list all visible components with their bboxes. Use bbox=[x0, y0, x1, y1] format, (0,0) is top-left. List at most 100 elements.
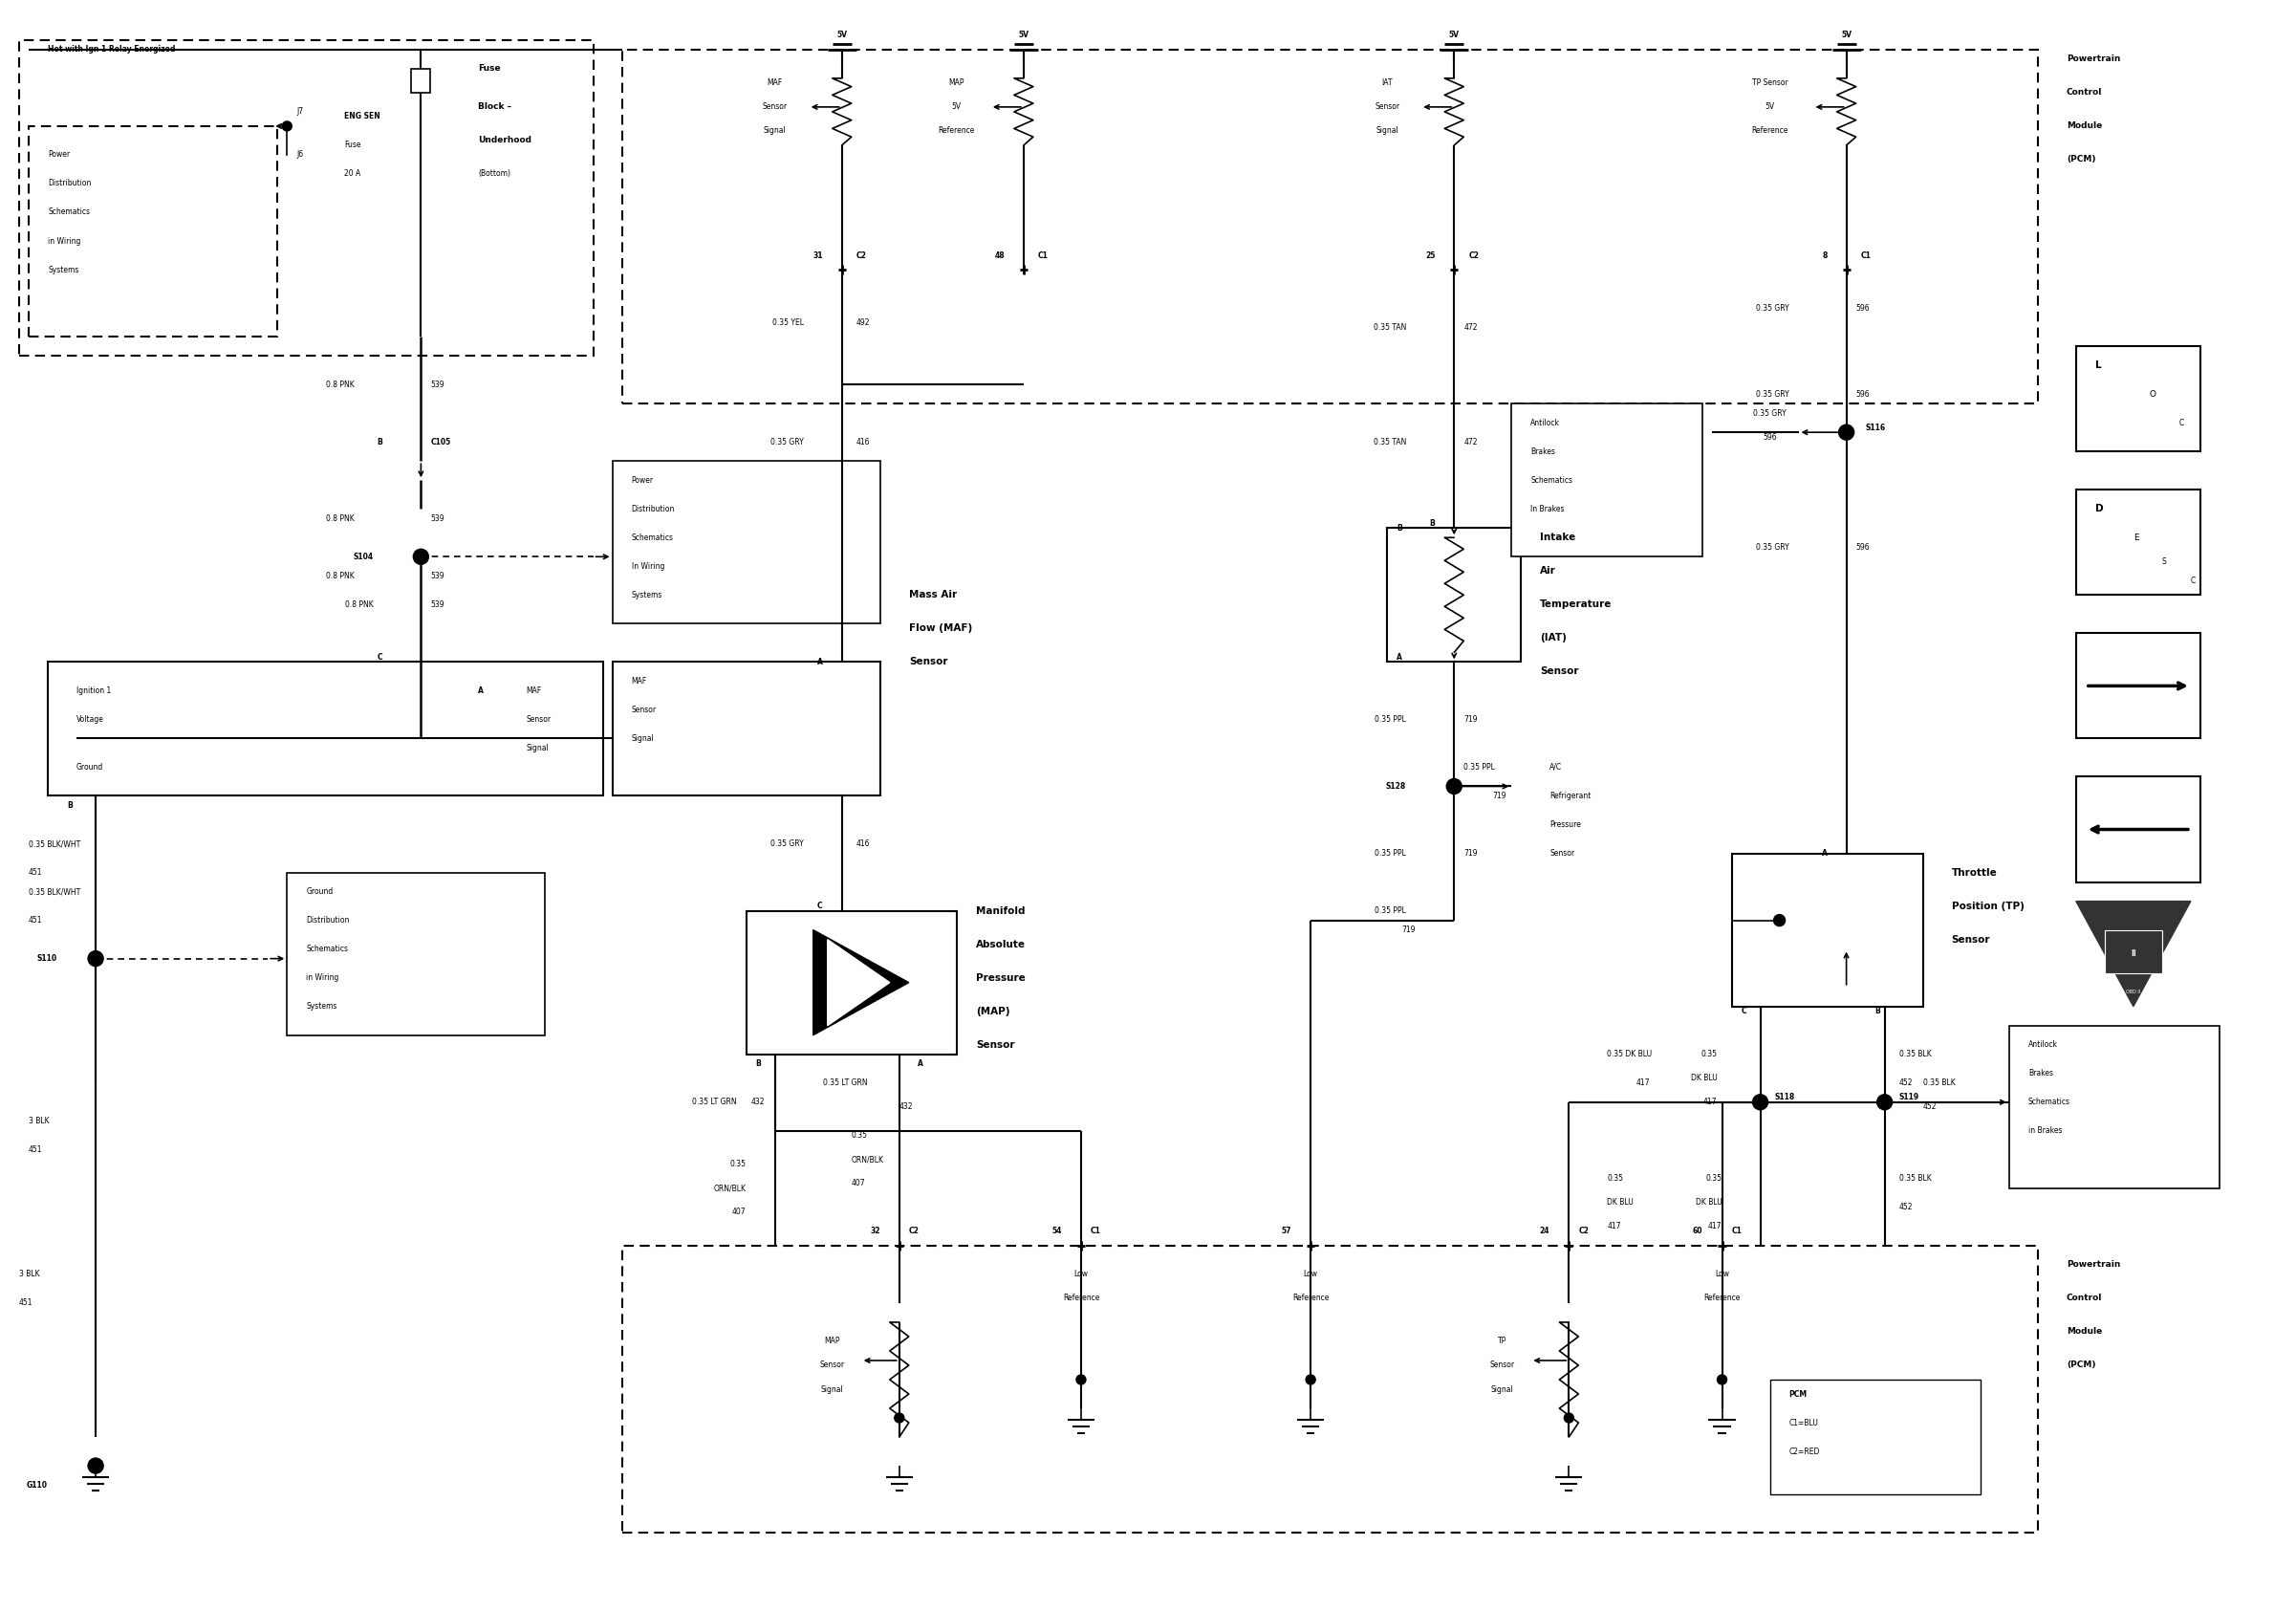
Text: Schematics: Schematics bbox=[631, 533, 673, 541]
Text: Distribution: Distribution bbox=[305, 917, 349, 925]
Text: Ground: Ground bbox=[76, 764, 103, 772]
Text: 5V: 5V bbox=[1841, 31, 1851, 40]
Text: Block –: Block – bbox=[478, 103, 512, 111]
Text: In Wiring: In Wiring bbox=[631, 562, 664, 570]
Text: C1: C1 bbox=[1091, 1228, 1102, 1236]
Text: Pressure: Pressure bbox=[976, 973, 1026, 983]
Text: Powertrain: Powertrain bbox=[2066, 1260, 2119, 1269]
Text: Reference: Reference bbox=[1704, 1294, 1740, 1303]
Text: 0.35 DK BLU: 0.35 DK BLU bbox=[1607, 1050, 1653, 1058]
Text: 60: 60 bbox=[1692, 1228, 1704, 1236]
Text: A: A bbox=[1821, 849, 1828, 857]
Text: 417: 417 bbox=[1708, 1223, 1722, 1231]
Text: Module: Module bbox=[2066, 1327, 2103, 1336]
Text: 0.35 LT GRN: 0.35 LT GRN bbox=[691, 1097, 737, 1107]
Bar bbox=[287, 873, 544, 1036]
Text: in Brakes: in Brakes bbox=[2027, 1126, 2062, 1136]
Text: 0.35 PPL: 0.35 PPL bbox=[1465, 764, 1495, 772]
Text: Voltage: Voltage bbox=[76, 715, 103, 723]
Text: Control: Control bbox=[2066, 1294, 2103, 1303]
Text: 416: 416 bbox=[856, 839, 870, 847]
Text: 451: 451 bbox=[28, 1145, 44, 1153]
Text: (IAT): (IAT) bbox=[1541, 633, 1566, 643]
Text: 0.35: 0.35 bbox=[1607, 1174, 1623, 1182]
Bar bbox=[622, 1245, 2039, 1532]
Text: Temperature: Temperature bbox=[1541, 599, 1612, 609]
Bar bbox=[48, 662, 602, 796]
Text: Sensor: Sensor bbox=[976, 1041, 1015, 1049]
Circle shape bbox=[1839, 425, 1855, 440]
Text: C2: C2 bbox=[856, 251, 866, 259]
Text: Flow (MAF): Flow (MAF) bbox=[909, 623, 971, 633]
Text: Underhood: Underhood bbox=[478, 137, 533, 145]
Text: ORN/BLK: ORN/BLK bbox=[714, 1184, 746, 1192]
Text: Sensor: Sensor bbox=[1490, 1361, 1515, 1369]
Text: 8: 8 bbox=[1823, 251, 1828, 259]
Text: MAF: MAF bbox=[767, 79, 783, 87]
Text: 54: 54 bbox=[1052, 1228, 1061, 1236]
Bar bbox=[2076, 633, 2200, 738]
Text: B: B bbox=[1876, 1007, 1880, 1015]
Text: Absolute: Absolute bbox=[976, 939, 1026, 949]
Text: (Bottom): (Bottom) bbox=[478, 169, 510, 179]
Bar bbox=[28, 126, 278, 337]
Text: 472: 472 bbox=[1465, 322, 1479, 332]
Text: TP: TP bbox=[1497, 1337, 1506, 1345]
Text: 539: 539 bbox=[432, 601, 445, 609]
Polygon shape bbox=[813, 930, 909, 1036]
Bar bbox=[18, 40, 592, 356]
Bar bbox=[2076, 490, 2200, 594]
Text: 0.8 PNK: 0.8 PNK bbox=[344, 601, 372, 609]
Text: 0.35 BLK: 0.35 BLK bbox=[1899, 1174, 1931, 1182]
Text: 0.35 BLK/WHT: 0.35 BLK/WHT bbox=[28, 888, 80, 896]
Text: 452: 452 bbox=[1924, 1102, 1938, 1112]
Text: Schematics: Schematics bbox=[305, 944, 349, 954]
Text: 0.8 PNK: 0.8 PNK bbox=[326, 380, 354, 388]
Text: Distribution: Distribution bbox=[48, 179, 92, 188]
Text: C: C bbox=[377, 652, 383, 662]
Text: Signal: Signal bbox=[765, 127, 785, 135]
Circle shape bbox=[1752, 1094, 1768, 1110]
Text: C1: C1 bbox=[1860, 251, 1871, 259]
Text: DK BLU: DK BLU bbox=[1690, 1075, 1717, 1083]
Text: Module: Module bbox=[2066, 122, 2103, 130]
Text: Reference: Reference bbox=[1752, 127, 1789, 135]
Text: 417: 417 bbox=[1607, 1223, 1621, 1231]
Text: Signal: Signal bbox=[1490, 1385, 1513, 1394]
Bar bbox=[1511, 404, 1704, 557]
Text: Hot with Ign 1 Relay Energized: Hot with Ign 1 Relay Energized bbox=[48, 45, 174, 53]
Text: 472: 472 bbox=[1465, 438, 1479, 446]
Text: 0.35: 0.35 bbox=[730, 1160, 746, 1168]
Text: G110: G110 bbox=[28, 1481, 48, 1489]
Text: 0.35 BLK: 0.35 BLK bbox=[1899, 1050, 1931, 1058]
Text: Reference: Reference bbox=[939, 127, 976, 135]
Text: Low: Low bbox=[1715, 1269, 1729, 1279]
Text: Pressure: Pressure bbox=[1550, 820, 1582, 830]
Text: S104: S104 bbox=[354, 553, 372, 561]
Text: S116: S116 bbox=[1864, 424, 1885, 432]
Text: Sensor: Sensor bbox=[909, 657, 948, 667]
Text: 0.8 PNK: 0.8 PNK bbox=[326, 572, 354, 580]
Text: Ignition 1: Ignition 1 bbox=[76, 686, 110, 694]
Text: Sensor: Sensor bbox=[820, 1361, 845, 1369]
Circle shape bbox=[1446, 778, 1463, 794]
Text: Systems: Systems bbox=[48, 266, 78, 274]
Text: Distribution: Distribution bbox=[631, 504, 675, 514]
Text: Throttle: Throttle bbox=[1952, 868, 1998, 878]
Text: A: A bbox=[1396, 652, 1403, 662]
Text: 452: 452 bbox=[1899, 1079, 1913, 1087]
Circle shape bbox=[1564, 1413, 1573, 1423]
Bar bbox=[2105, 930, 2163, 973]
Text: 0.35 GRY: 0.35 GRY bbox=[1756, 390, 1789, 398]
Text: Sensor: Sensor bbox=[1375, 103, 1401, 111]
Text: OBD II: OBD II bbox=[2126, 989, 2140, 994]
Text: C1=BLU: C1=BLU bbox=[1789, 1418, 1818, 1427]
Text: in Wiring: in Wiring bbox=[48, 237, 80, 245]
Text: 0.35 LT GRN: 0.35 LT GRN bbox=[822, 1079, 868, 1087]
Text: A: A bbox=[918, 1060, 923, 1068]
Text: C: C bbox=[1740, 1007, 1747, 1015]
Text: Antilock: Antilock bbox=[2027, 1041, 2057, 1049]
Text: Sensor: Sensor bbox=[1952, 934, 1991, 944]
Text: 0.35 GRY: 0.35 GRY bbox=[1756, 303, 1789, 313]
Text: MAF: MAF bbox=[631, 677, 647, 685]
